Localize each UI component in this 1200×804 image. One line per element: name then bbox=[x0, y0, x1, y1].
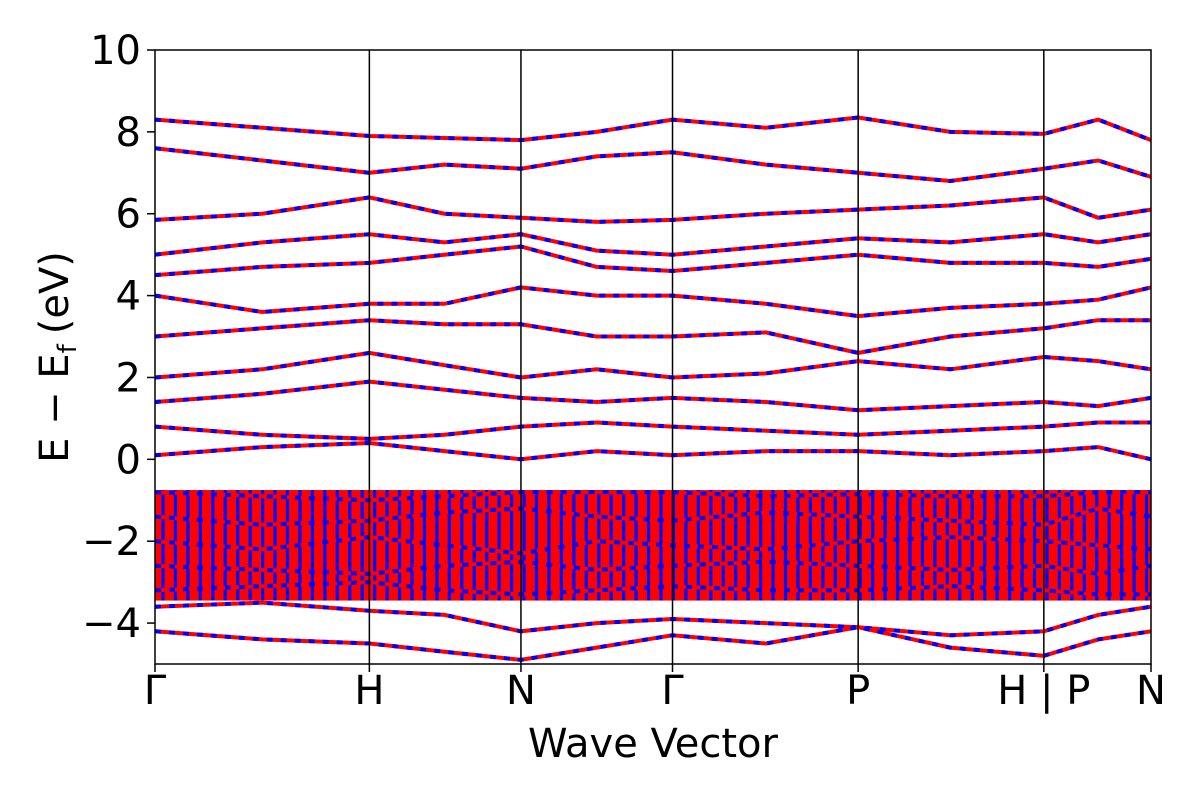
y-tick-label: 2 bbox=[116, 355, 141, 401]
x-axis-ticks: Γ H N Γ P H | P N bbox=[144, 664, 1166, 714]
x-tick-label: N bbox=[1136, 668, 1166, 714]
x-tick-label: N bbox=[506, 668, 536, 714]
x-tick-label: P bbox=[846, 668, 870, 714]
y-axis-label-group: E − Ef (eV) bbox=[32, 251, 83, 463]
x-tick-label: H | P bbox=[997, 668, 1090, 714]
high-symmetry-lines bbox=[368, 50, 1045, 664]
plot-frame bbox=[154, 49, 1152, 665]
x-tick-label: H bbox=[354, 668, 384, 714]
y-tick-label: −2 bbox=[82, 519, 141, 565]
y-axis-ticks: −4 −2 0 2 4 6 8 10 bbox=[82, 28, 155, 647]
y-axis-label-unit: (eV) bbox=[32, 251, 78, 334]
y-tick-label: −4 bbox=[82, 601, 141, 647]
y-tick-label: 6 bbox=[116, 192, 141, 238]
y-axis-label: E − Ef (eV) bbox=[32, 251, 83, 463]
x-tick-label: Γ bbox=[661, 668, 684, 714]
y-tick-label: 4 bbox=[116, 274, 141, 320]
x-axis-label: Wave Vector bbox=[528, 721, 779, 767]
y-tick-label: 0 bbox=[116, 437, 141, 483]
x-tick-label: Γ bbox=[144, 668, 167, 714]
y-tick-label: 8 bbox=[116, 110, 141, 156]
y-axis-label-subscript: f bbox=[53, 343, 83, 353]
y-tick-label: 10 bbox=[90, 28, 141, 74]
y-axis-label-main: E − E bbox=[32, 353, 78, 463]
